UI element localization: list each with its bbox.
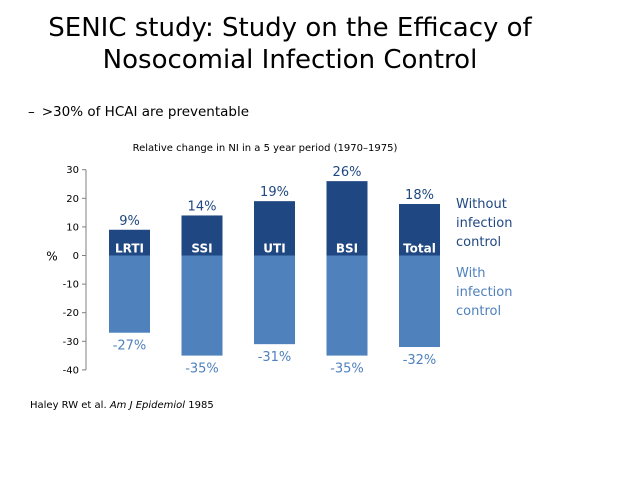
chart-title: Relative change in NI in a 5 year period… — [133, 143, 398, 154]
legend-without-control: Without — [456, 197, 507, 212]
category-label: UTI — [263, 242, 285, 256]
bar-with-control — [326, 255, 368, 356]
bar-with-control — [109, 255, 150, 333]
bar-without-control — [254, 201, 295, 256]
y-axis-label: % — [46, 250, 57, 264]
y-tick-label: 30 — [66, 165, 79, 176]
data-label-with-control: -35% — [330, 362, 364, 377]
data-label-with-control: -35% — [185, 362, 219, 377]
bar-without-control — [399, 204, 440, 256]
legend-without-control: infection — [456, 216, 512, 231]
legend-without-control: control — [456, 235, 501, 250]
bar-with-control — [181, 255, 223, 356]
category-label: LRTI — [115, 242, 144, 256]
data-label-without-control: 19% — [260, 185, 289, 200]
slide-title: SENIC study: Study on the Efficacy of No… — [0, 12, 580, 76]
citation-journal: Am J Epidemiol — [109, 400, 186, 411]
y-tick-label: -20 — [63, 308, 79, 319]
data-label-without-control: 9% — [119, 214, 140, 229]
data-label-without-control: 14% — [188, 199, 217, 214]
bar-without-control — [181, 215, 223, 256]
category-label: SSI — [191, 242, 212, 256]
category-label: Total — [403, 242, 436, 256]
bullet-point: – >30% of HCAI are preventable — [28, 104, 249, 120]
y-tick-label: -40 — [63, 365, 79, 376]
legend-with-control: infection — [456, 285, 512, 300]
bullet-dash: – — [28, 104, 35, 120]
data-label-without-control: 26% — [333, 165, 362, 180]
slide-title-line-1: SENIC study: Study on the Efficacy of — [48, 13, 532, 43]
category-label: BSI — [336, 242, 358, 256]
slide-title-line-2: Nosocomial Infection Control — [102, 45, 478, 75]
citation-year: 1985 — [185, 400, 214, 411]
bar-without-control — [109, 229, 150, 256]
y-tick-label: -30 — [63, 337, 79, 348]
bar-with-control — [399, 255, 440, 348]
legend-with-control: With — [456, 266, 486, 281]
data-label-with-control: -32% — [403, 353, 437, 368]
y-tick-label: 20 — [66, 194, 79, 205]
y-tick-label: 0 — [73, 251, 79, 262]
y-tick-label: -10 — [63, 280, 79, 291]
bar-with-control — [254, 255, 295, 345]
y-tick-label: 10 — [66, 222, 79, 233]
bullet-text: >30% of HCAI are preventable — [41, 104, 250, 120]
bar-without-control — [326, 181, 368, 256]
citation-authors: Haley RW et al. — [30, 400, 110, 411]
legend-with-control: control — [456, 304, 501, 319]
citation: Haley RW et al. Am J Epidemiol 1985 — [30, 400, 214, 411]
data-label-with-control: -31% — [258, 350, 292, 365]
data-label-without-control: 18% — [405, 188, 434, 203]
data-label-with-control: -27% — [113, 339, 147, 354]
